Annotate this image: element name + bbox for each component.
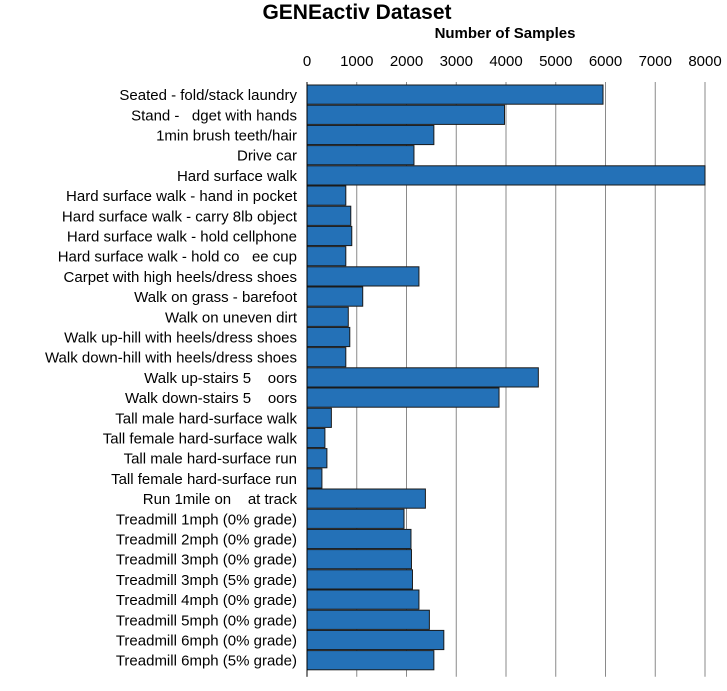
bar — [306, 407, 332, 428]
bar — [306, 367, 539, 388]
category-label: Treadmill 6mph (5% grade) — [116, 653, 297, 670]
category-label: Treadmill 3mph (0% grade) — [116, 552, 297, 569]
category-label: 1min brush teeth/hair — [156, 128, 297, 145]
bar — [306, 488, 426, 509]
x-tick-labels: 0 1000 2000 3000 4000 5000 6000 7000 8000 — [303, 53, 722, 70]
category-label: Treadmill 1mph (0% grade) — [116, 511, 297, 528]
x-tick-label: 6000 — [589, 53, 622, 70]
x-tick-label: 7000 — [639, 53, 672, 70]
category-label: Run 1mile on at track — [143, 491, 298, 508]
category-label: Treadmill 4mph (0% grade) — [116, 592, 297, 609]
category-label: Treadmill 3mph (5% grade) — [116, 572, 297, 589]
category-label: Walk on uneven dirt — [165, 309, 298, 326]
category-label: Tall male hard-surface run — [124, 451, 297, 468]
x-tick-label: 3000 — [440, 53, 473, 70]
category-label: Hard surface walk - carry 8lb object — [62, 208, 298, 225]
bar — [306, 609, 430, 630]
bar — [306, 569, 413, 590]
x-tick-label: 1000 — [340, 53, 373, 70]
category-label: Tall female hard-surface walk — [103, 431, 298, 448]
category-label: Stand - dget with hands — [131, 107, 297, 124]
bar — [306, 124, 435, 146]
bar — [306, 205, 352, 226]
category-labels: Seated - fold/stack laundry Stand - dget … — [45, 87, 298, 670]
bar — [306, 225, 353, 247]
category-label: Walk up-stairs 5 oors — [144, 370, 297, 387]
bar — [306, 266, 420, 287]
bar — [306, 326, 351, 348]
category-label: Tall female hard-surface run — [111, 471, 297, 488]
category-label: Hard surface walk - hold co ee cup — [58, 249, 297, 266]
category-label: Walk up-hill with heels/dress shoes — [64, 330, 297, 347]
bar — [306, 448, 328, 469]
bar — [306, 508, 405, 529]
bar — [306, 387, 500, 408]
x-tick-label: 5000 — [539, 53, 572, 70]
category-label: Carpet with high heels/dress shoes — [64, 269, 297, 286]
category-label: Hard surface walk - hold cellphone — [67, 229, 297, 246]
category-label: Hard surface walk - hand in pocket — [66, 188, 298, 205]
bar — [306, 306, 349, 327]
bar — [306, 104, 506, 125]
x-tick-label: 8000 — [688, 53, 721, 70]
bar — [306, 589, 420, 610]
bar — [306, 629, 445, 651]
bar — [306, 468, 323, 489]
bar — [306, 650, 435, 671]
category-label: Walk on grass - barefoot — [134, 289, 298, 306]
category-label: Walk down-hill with heels/dress shoes — [45, 350, 297, 367]
category-label: Tall male hard-surface walk — [115, 410, 297, 427]
bar — [306, 549, 412, 570]
category-label: Hard surface walk — [177, 168, 298, 185]
x-tick-label: 4000 — [489, 53, 522, 70]
bar — [306, 165, 706, 186]
category-label: Walk down-stairs 5 oors — [125, 390, 297, 407]
category-label: Treadmill 2mph (0% grade) — [116, 532, 297, 549]
bar — [306, 185, 347, 206]
bar — [306, 84, 604, 105]
bar — [306, 286, 364, 307]
bar — [306, 528, 412, 550]
bar — [306, 145, 415, 166]
category-label: Treadmill 5mph (0% grade) — [116, 612, 297, 629]
x-tick-label: 0 — [303, 53, 311, 70]
bar — [306, 427, 326, 449]
chart-title: GENEactiv Dataset — [262, 1, 451, 24]
x-tick-label: 2000 — [390, 53, 423, 70]
category-label: Seated - fold/stack laundry — [119, 87, 297, 104]
category-label: Drive car — [237, 148, 297, 165]
bar — [306, 246, 347, 267]
bar — [306, 347, 347, 368]
x-axis-label: Number of Samples — [435, 25, 576, 42]
category-label: Treadmill 6mph (0% grade) — [116, 633, 297, 650]
